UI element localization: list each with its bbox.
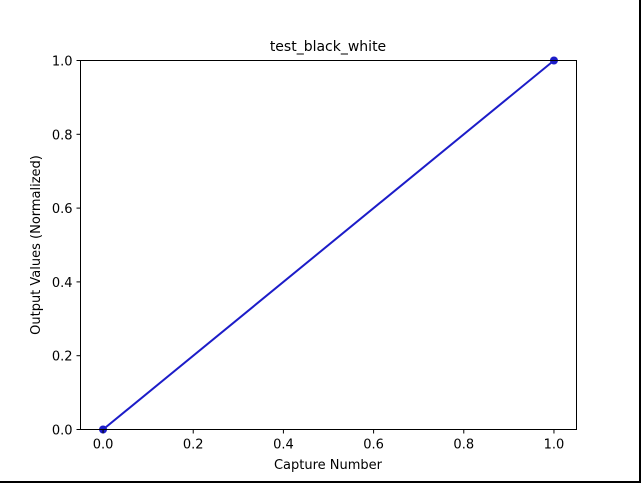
y-tick-label: 0.4 xyxy=(52,276,73,291)
y-tick-label: 0.0 xyxy=(52,424,73,439)
y-tick-label: 0.8 xyxy=(52,128,73,143)
x-axis-label: Capture Number xyxy=(274,458,383,473)
x-tick-label: 0.6 xyxy=(363,438,384,453)
plot-area-frame xyxy=(80,60,577,430)
x-tick-label: 0.8 xyxy=(453,438,474,453)
chart-title: test_black_white xyxy=(270,39,386,55)
series-line xyxy=(102,59,555,431)
x-tick-label: 0.2 xyxy=(183,438,204,453)
x-tick-label: 1.0 xyxy=(544,438,565,453)
y-tick-label: 0.6 xyxy=(52,202,73,217)
y-axis-label: Output Values (Normalized) xyxy=(29,155,44,335)
y-tick-label: 1.0 xyxy=(52,55,73,70)
x-tick-label: 0.4 xyxy=(273,438,294,453)
x-tick-label: 0.0 xyxy=(93,438,114,453)
y-tick-label: 0.2 xyxy=(52,350,73,365)
